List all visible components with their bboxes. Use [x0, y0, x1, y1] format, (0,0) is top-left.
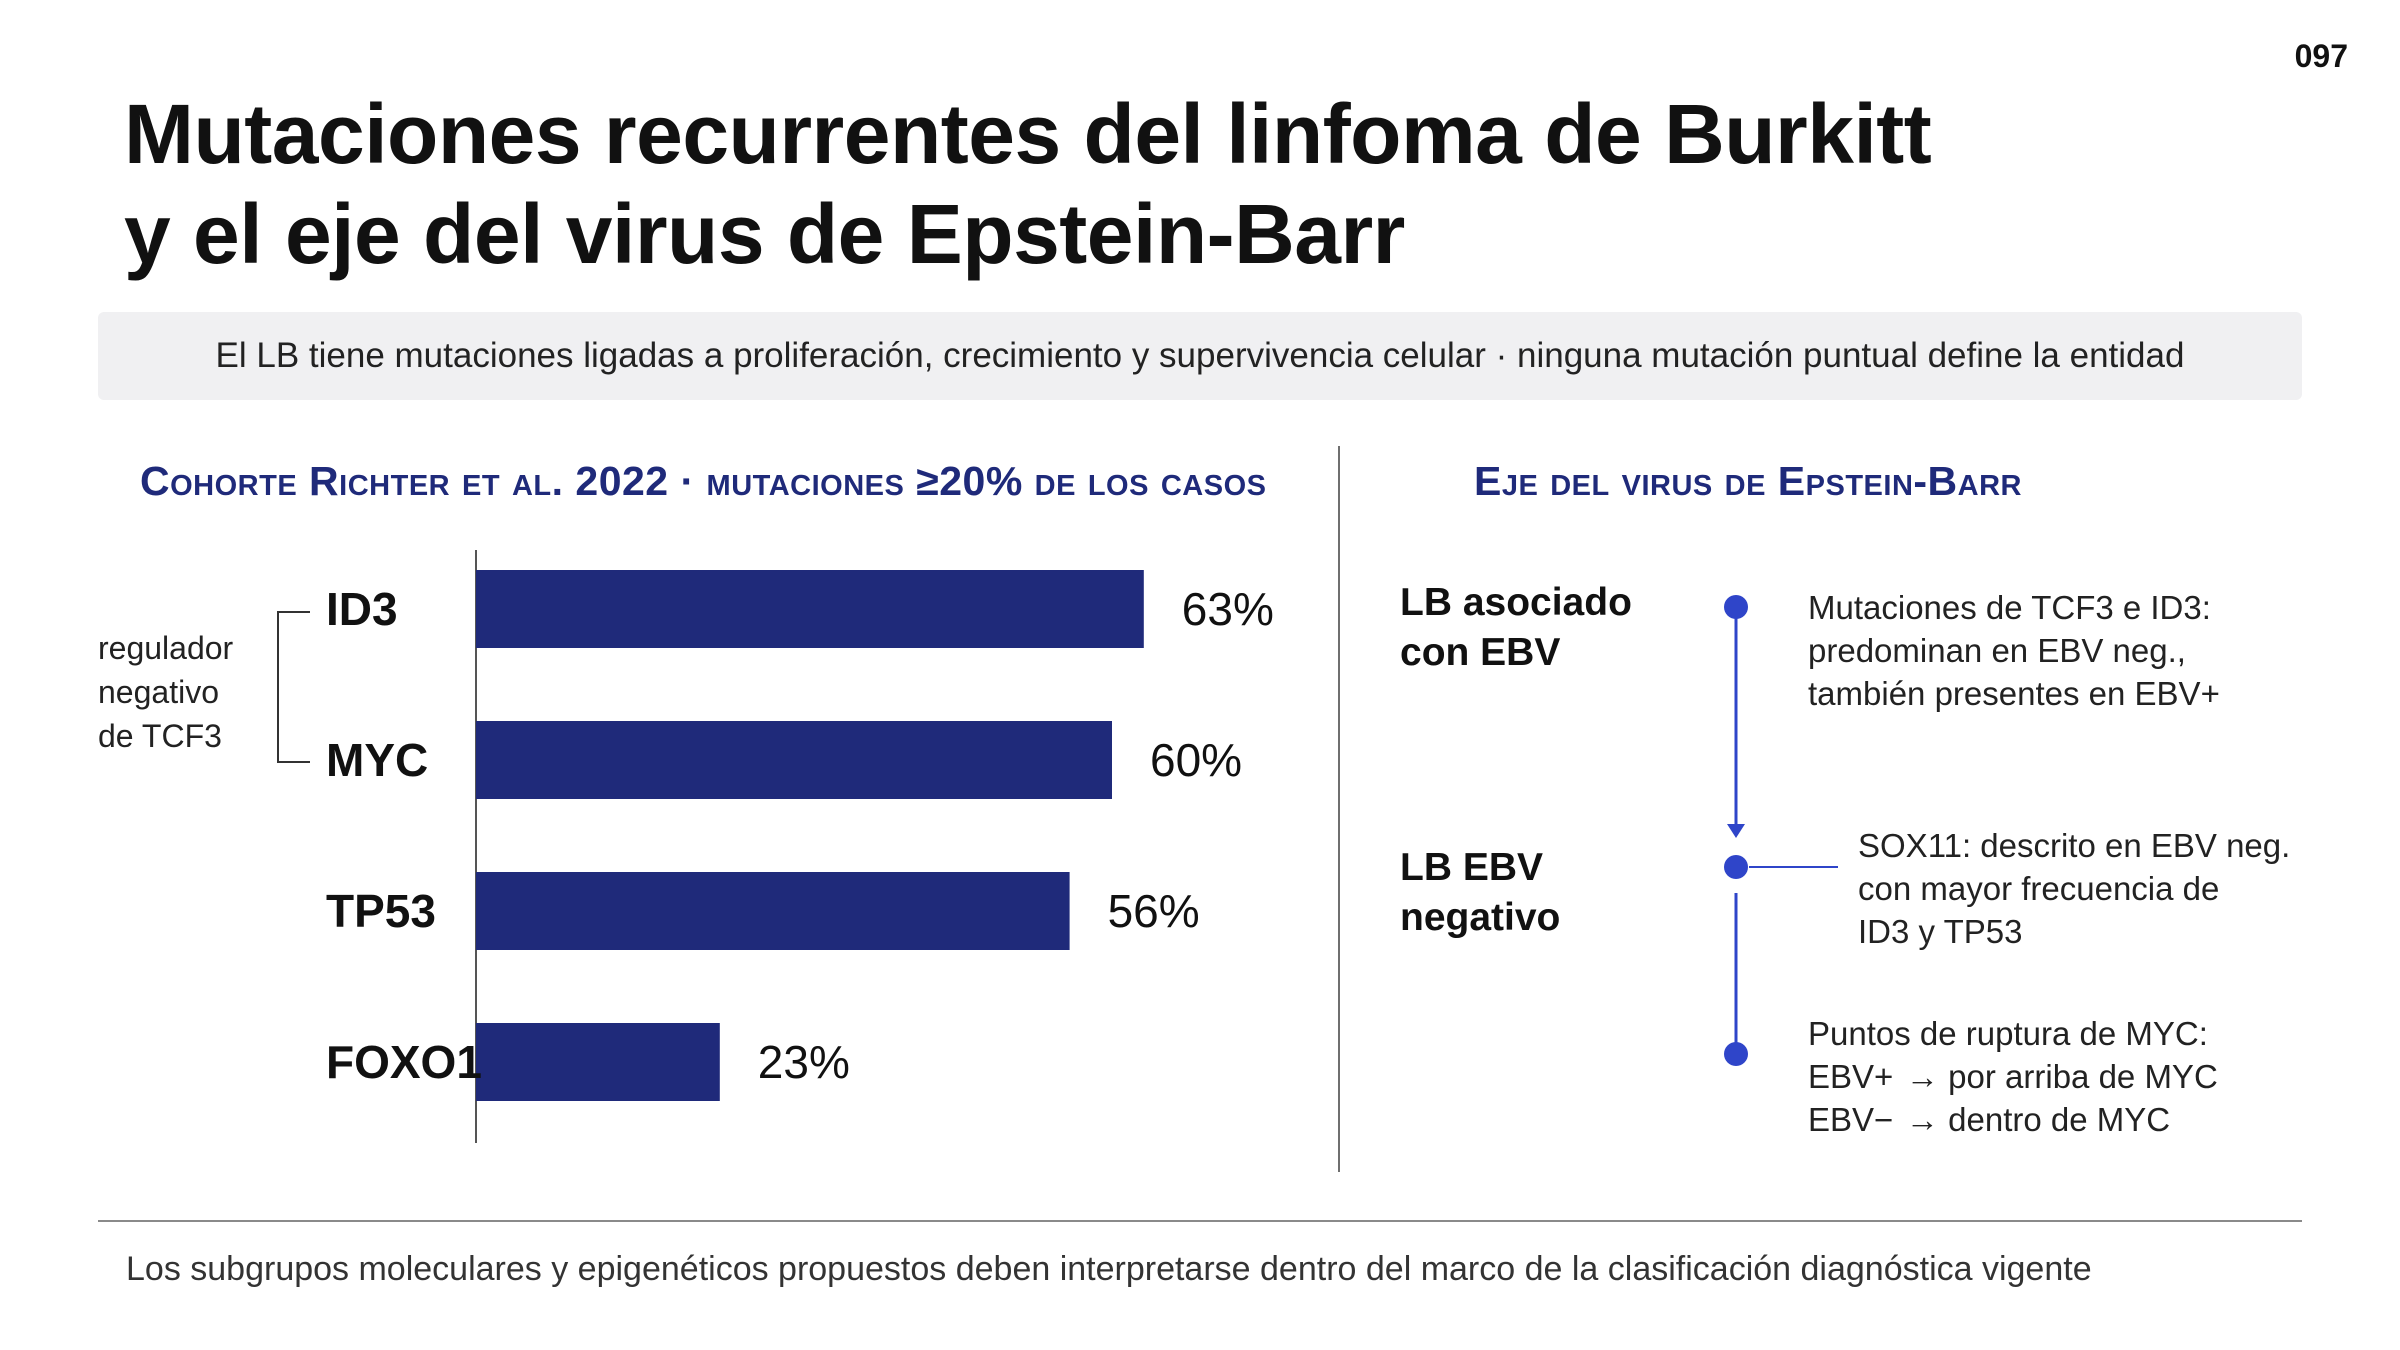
- bar-myc: [476, 721, 1112, 799]
- timeline-dot-1: [1724, 595, 1748, 619]
- footer-divider: [98, 1220, 2302, 1222]
- ebv-associated-label: LB asociado con EBV: [1400, 578, 1632, 678]
- ebv-negative-tag: EBV−: [1808, 1101, 1894, 1138]
- note-sox11: SOX11: descrito en EBV neg. con mayor fr…: [1858, 824, 2290, 953]
- note-tcf3-id3-line-2: predominan en EBV neg.,: [1808, 632, 2186, 669]
- bracket-label-line-3: de TCF3: [98, 718, 222, 754]
- category-label-id3: ID3: [326, 583, 398, 635]
- ebv-positive-tag: EBV+: [1808, 1058, 1894, 1095]
- timeline-dot-3: [1724, 1042, 1748, 1066]
- bracket-label-line-2: negativo: [98, 674, 219, 710]
- bracket-label-line-1: regulador: [98, 630, 234, 666]
- page-title: Mutaciones recurrentes del linfoma de Bu…: [124, 84, 1932, 284]
- note-myc-breakpoints: Puntos de ruptura de MYC: EBV+ → por arri…: [1808, 1012, 2218, 1141]
- page-title-line-2: y el eje del virus de Epstein-Barr: [124, 187, 1405, 281]
- ebv-associated-label-line-2: con EBV: [1400, 631, 1561, 674]
- gene-bracket: [277, 611, 310, 763]
- ebv-section-title: Eje del virus de Epstein-Barr: [1474, 458, 2022, 504]
- note-sox11-line-2: con mayor frecuencia de: [1858, 870, 2220, 907]
- chart-section-title: Cohorte Richter et al. 2022 · mutaciones…: [140, 458, 1267, 504]
- bracket-label: regulador negativo de TCF3: [98, 626, 233, 758]
- ebv-negative-label-line-1: LB EBV: [1400, 846, 1544, 889]
- note-sox11-line-3: ID3 y TP53: [1858, 913, 2023, 950]
- down-arrow-icon: [1727, 824, 1745, 838]
- note-tcf3-id3-line-3: también presentes en EBV+: [1808, 675, 2220, 712]
- note-myc-ebv-negative-row: EBV− → dentro de MYC: [1808, 1098, 2218, 1141]
- note-tcf3-id3: Mutaciones de TCF3 e ID3: predominan en …: [1808, 586, 2220, 715]
- ebv-negative-label-line-2: negativo: [1400, 896, 1561, 939]
- value-label-myc: 60%: [1150, 734, 1242, 786]
- category-label-tp53: TP53: [326, 885, 436, 937]
- page-number: 097: [2294, 38, 2348, 74]
- note-sox11-line-1: SOX11: descrito en EBV neg.: [1858, 827, 2291, 864]
- category-label-foxo1: FOXO1: [326, 1036, 482, 1088]
- ebv-positive-text: por arriba de MYC: [1948, 1058, 2218, 1095]
- category-label-myc: MYC: [326, 734, 428, 786]
- footer-note: Los subgrupos moleculares y epigenéticos…: [126, 1250, 2092, 1288]
- bar-tp53: [476, 872, 1070, 950]
- note-tcf3-id3-line-1: Mutaciones de TCF3 e ID3:: [1808, 589, 2211, 626]
- section-divider: [1338, 446, 1340, 1172]
- note-myc-line-1: Puntos de ruptura de MYC:: [1808, 1015, 2208, 1052]
- right-arrow-icon: →: [1906, 1101, 1939, 1138]
- note-myc-ebv-positive-row: EBV+ → por arriba de MYC: [1808, 1055, 2218, 1098]
- summary-band: El LB tiene mutaciones ligadas a prolife…: [98, 312, 2302, 400]
- right-arrow-icon: →: [1906, 1058, 1939, 1095]
- page-title-line-1: Mutaciones recurrentes del linfoma de Bu…: [124, 87, 1932, 181]
- bars-layer: ID3 63% MYC 60% TP53 56% FOXO1 23%: [326, 550, 1274, 1143]
- ebv-negative-label: LB EBV negativo: [1400, 843, 1560, 943]
- value-label-foxo1: 23%: [758, 1036, 850, 1088]
- ebv-negative-text: dentro de MYC: [1948, 1101, 2171, 1138]
- timeline-dot-2: [1724, 855, 1748, 879]
- summary-text: El LB tiene mutaciones ligadas a prolife…: [215, 336, 2185, 375]
- ebv-timeline: [1724, 595, 1838, 1066]
- ebv-associated-label-line-1: LB asociado: [1400, 581, 1632, 624]
- value-label-id3: 63%: [1182, 583, 1274, 635]
- value-label-tp53: 56%: [1108, 885, 1200, 937]
- bar-id3: [476, 570, 1144, 648]
- bar-foxo1: [476, 1023, 720, 1101]
